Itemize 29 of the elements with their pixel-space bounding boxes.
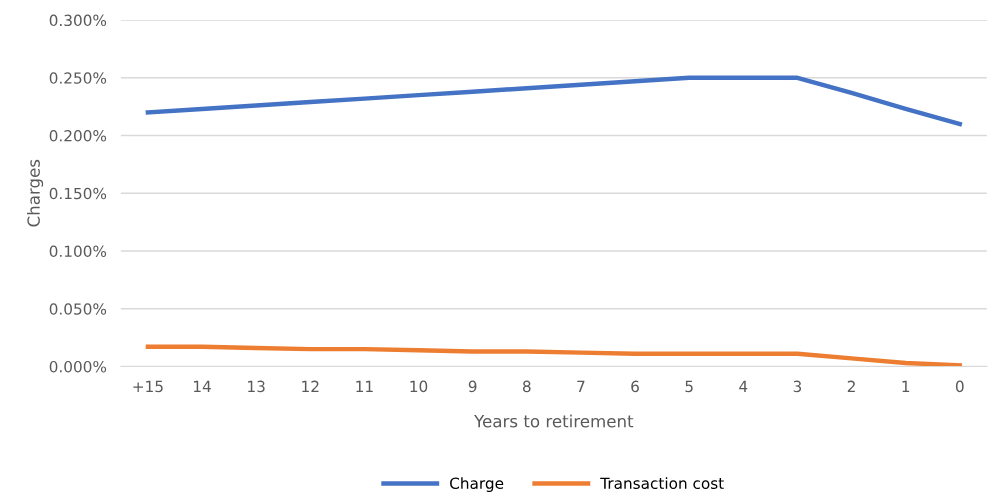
y-tick-label: 0.200% (49, 130, 107, 142)
x-tick-label: 1 (902, 380, 910, 392)
y-axis-title: Charges (27, 159, 44, 227)
x-tick-label: 0 (955, 380, 964, 393)
x-tick-label: 5 (685, 380, 693, 393)
x-tick-label: 10 (410, 380, 428, 393)
y-tick-label: 0.250% (49, 72, 107, 84)
x-tick-label: 6 (631, 380, 639, 393)
x-tick-label: 4 (739, 380, 748, 392)
x-tick-label: 13 (248, 380, 265, 393)
x-tick-label: +15 (133, 380, 163, 393)
x-tick-label: 14 (193, 380, 211, 392)
y-tick-label: 0.050% (49, 303, 107, 315)
x-tick-label: 9 (468, 380, 477, 393)
legend-label: Transaction cost (600, 477, 724, 490)
line-series (145, 344, 963, 367)
x-tick-label: 11 (356, 380, 373, 392)
x-tick-label: 7 (577, 380, 585, 392)
x-tick-label: 3 (793, 380, 802, 393)
y-tick-label: 0.100% (49, 245, 107, 258)
line-series (145, 75, 963, 127)
y-tick-label: 0.150% (49, 187, 107, 200)
legend-label: Charge (450, 477, 504, 492)
x-tick-label: 8 (522, 380, 531, 393)
x-tick-label: 2 (847, 380, 855, 392)
y-tick-label: 0.000% (49, 360, 107, 373)
x-axis-title: Years to retirement (474, 414, 634, 428)
y-tick-label: 0.300% (49, 14, 107, 27)
x-tick-label: 12 (302, 380, 319, 392)
